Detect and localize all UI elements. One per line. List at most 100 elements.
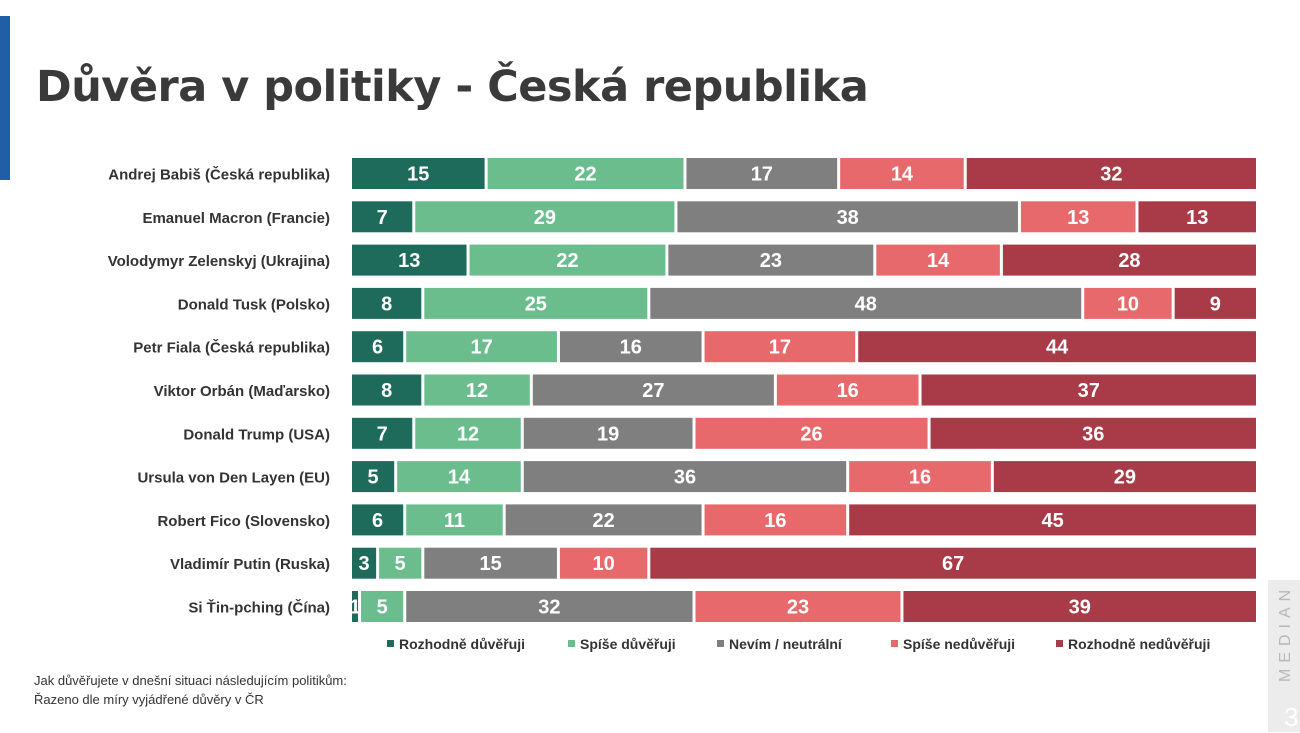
data-label: 10 [592,553,614,575]
data-label: 12 [457,423,479,445]
category-label: Viktor Orbán (Maďarsko) [154,383,330,400]
data-label: 13 [398,250,420,272]
data-label: 16 [909,467,931,489]
data-label: 6 [372,337,383,359]
bar-segment [424,374,530,406]
bar-segment [966,158,1256,189]
data-label: 26 [800,423,822,445]
data-label: 16 [764,510,786,532]
category-label: Volodymyr Zelenskyj (Ukrajina) [108,253,330,270]
data-label: 8 [381,293,392,315]
bar-segment [415,201,675,233]
data-label: 10 [1117,293,1139,315]
category-label: Petr Fiala (Česká republika) [133,339,330,357]
bar-segment [876,244,1000,276]
legend-swatch [717,640,724,647]
data-label: 23 [787,597,809,619]
bar-segment [505,504,702,536]
data-label: 23 [760,250,782,272]
bar-segment [523,461,847,493]
data-label: 14 [448,467,471,489]
data-label: 19 [597,423,619,445]
data-label: 8 [381,380,392,402]
data-label: 5 [395,553,406,575]
legend-swatch [568,640,575,647]
bar-segment [650,547,1256,579]
bar-segment [523,417,693,449]
bar-segment [921,374,1256,406]
bar-segment [1138,201,1256,233]
data-label: 36 [1082,423,1104,445]
bar-segment [415,417,521,449]
bar-segment [406,331,557,363]
bar-segment [352,201,413,233]
data-label: 32 [538,597,560,619]
data-label: 6 [372,510,383,532]
page-number: 3 [1284,702,1299,732]
bar-segment [993,461,1256,493]
bar-segment [379,547,422,579]
data-label: 3 [358,553,369,575]
bar-segment [352,287,422,319]
accent-bar [0,16,10,180]
data-label: 17 [751,164,773,186]
data-label: 15 [479,553,501,575]
bar-segment [858,331,1256,363]
data-label: 22 [592,510,614,532]
bar-segment [930,417,1256,449]
page-title: Důvěra v politiky - Česká republika [36,62,869,112]
bar-segment [668,244,874,276]
category-label: Emanuel Macron (Francie) [142,210,330,227]
bar-segment [352,374,422,406]
data-label: 15 [407,164,429,186]
data-label: 9 [1210,293,1221,315]
bar-segment [704,331,856,363]
legend-label: Rozhodně nedůvěřuji [1068,636,1210,652]
data-label: 17 [769,337,791,359]
category-label: Si Ťin-pching (Čína) [188,599,330,617]
legend-swatch [891,640,898,647]
bar-segment [352,504,404,536]
bar-segment [677,201,1018,233]
data-label: 27 [642,380,664,402]
bar-segment [776,374,919,406]
bar-segment [1174,287,1256,319]
brand-strip [1268,580,1300,732]
bar-segment [559,331,702,363]
category-label: Ursula von Den Layen (EU) [137,470,330,487]
legend-label: Rozhodně důvěřuji [399,636,525,652]
footnote: Jak důvěřujete v dnešní situaci následuj… [34,671,347,709]
data-label: 13 [1186,207,1208,229]
bar-segment [352,547,377,579]
bar-segment [406,591,693,622]
bar-segment [532,374,774,406]
category-label: Andrej Babiš (Česká republika) [108,166,330,184]
bar-segment [406,504,503,536]
category-label: Donald Tusk (Polsko) [178,296,330,313]
data-label: 29 [1114,467,1136,489]
category-label: Vladimír Putin (Ruska) [170,556,330,573]
bar-segment [840,158,964,189]
data-label: 22 [556,250,578,272]
bar-segment [352,417,413,449]
data-label: 13 [1067,207,1089,229]
bar-segment [424,547,557,579]
data-label: 37 [1078,380,1100,402]
data-label: 1 [349,597,360,619]
bar-segment [361,591,404,622]
bar-segment [352,591,359,622]
data-label: 36 [674,467,696,489]
bar-segment [1020,201,1136,233]
data-label: 11 [444,510,465,532]
data-label: 29 [534,207,556,229]
data-label: 14 [927,250,950,272]
data-label: 38 [837,207,859,229]
bar-segment [849,461,991,493]
bar-segment [686,158,838,189]
category-label: Robert Fico (Slovensko) [157,513,330,530]
bar-segment [487,158,684,189]
bar-segment [352,461,395,493]
data-label: 7 [377,423,388,445]
data-label: 22 [574,164,596,186]
